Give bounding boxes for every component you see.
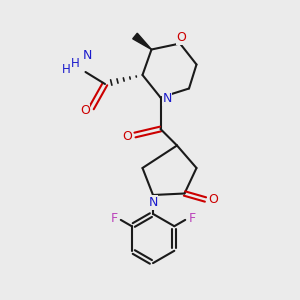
Polygon shape: [133, 33, 152, 50]
Text: H: H: [61, 62, 70, 76]
Text: N: N: [148, 196, 158, 209]
Text: F: F: [111, 212, 118, 225]
Text: F: F: [188, 212, 195, 225]
Text: O: O: [80, 104, 90, 118]
Text: O: O: [123, 130, 132, 143]
Text: N: N: [162, 92, 172, 106]
Text: N: N: [82, 49, 92, 62]
Text: O: O: [177, 31, 186, 44]
Text: H: H: [70, 56, 80, 70]
Text: O: O: [208, 193, 218, 206]
